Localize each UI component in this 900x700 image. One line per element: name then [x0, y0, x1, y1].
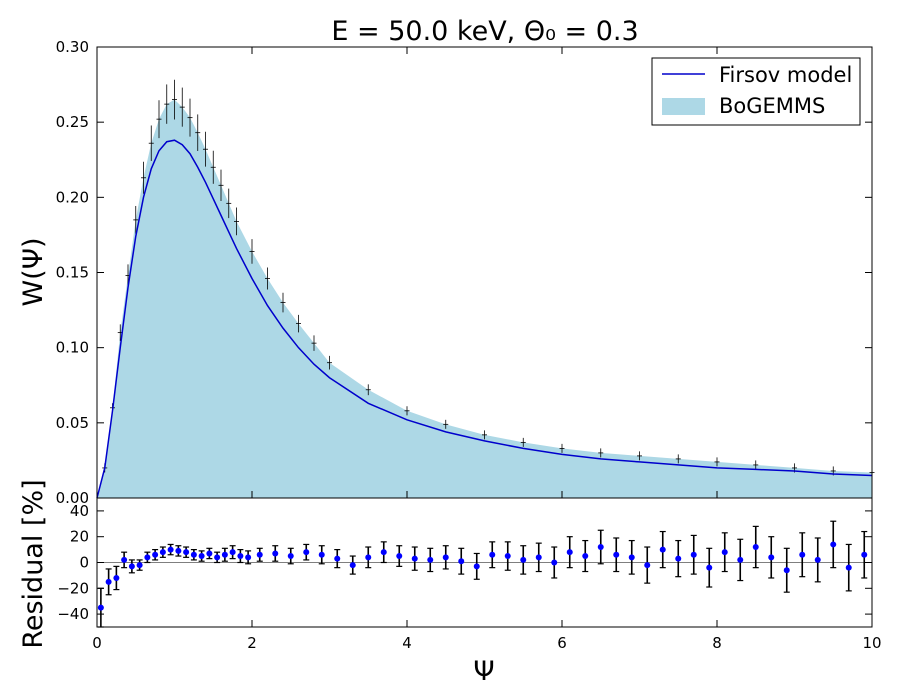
residual-point — [411, 555, 418, 562]
x-tick-label: 4 — [402, 634, 412, 652]
residual-point — [175, 547, 182, 554]
residual-point — [597, 544, 604, 551]
residual-point — [245, 554, 252, 561]
residual-point — [303, 549, 310, 556]
residual-point — [690, 551, 697, 558]
residual-point — [97, 604, 104, 611]
residual-point — [582, 553, 589, 560]
residual-errorbars — [97, 520, 868, 628]
main-y-tick-label: 0.10 — [56, 339, 89, 357]
residual-point — [659, 546, 666, 553]
legend-histogram-swatch — [662, 98, 705, 115]
residual-point — [814, 556, 821, 563]
x-tick-label: 2 — [247, 634, 257, 652]
residual-point — [272, 550, 279, 557]
residual-point — [535, 554, 542, 561]
residual-point — [221, 551, 228, 558]
main-y-tick-label: 0.25 — [56, 113, 89, 131]
residual-point — [152, 551, 159, 558]
main-y-axis-label: W(Ψ) — [18, 237, 49, 306]
residual-point — [427, 556, 434, 563]
main-y-tick-label: 0.15 — [56, 264, 89, 282]
legend: Firsov model BoGEMMS — [651, 57, 861, 126]
residual-point — [473, 563, 480, 570]
x-tick-label: 8 — [712, 634, 722, 652]
residual-point — [551, 559, 558, 566]
legend-histogram-label: BoGEMMS — [719, 94, 825, 118]
firsov-model-line — [96, 139, 873, 499]
residual-point — [128, 563, 135, 570]
residual-point — [675, 555, 682, 562]
residual-point — [214, 554, 221, 561]
residual-point — [167, 546, 174, 553]
residual-point — [396, 553, 403, 560]
residual-point — [566, 549, 573, 556]
residual-y-tick-label: −40 — [57, 605, 89, 623]
main-y-ticks: 0.00 0.05 0.10 0.15 0.20 0.25 0.30 — [56, 38, 872, 507]
residual-point — [365, 554, 372, 561]
residual-point — [644, 562, 651, 569]
residual-point — [628, 554, 635, 561]
residual-point — [334, 555, 341, 562]
residual-point — [458, 558, 465, 565]
main-y-tick-label: 0.20 — [56, 188, 89, 206]
residual-y-axis-label: Residual [%] — [18, 479, 49, 648]
residual-y-ticks: −40 −20 0 20 40 — [57, 502, 872, 623]
residual-point — [380, 549, 387, 556]
residual-point — [830, 541, 837, 548]
residual-y-tick-label: 0 — [79, 554, 89, 572]
x-tick-label: 6 — [557, 634, 567, 652]
residual-y-tick-label: 20 — [70, 528, 89, 546]
residual-point — [752, 544, 759, 551]
residual-point — [136, 562, 143, 569]
main-y-tick-label: 0.05 — [56, 414, 89, 432]
residual-point — [144, 554, 151, 561]
residual-point — [198, 553, 205, 560]
residual-point — [737, 556, 744, 563]
histogram-area — [97, 99, 872, 498]
residual-y-tick-label: 40 — [70, 502, 89, 520]
residual-point — [287, 553, 294, 560]
residual-point — [105, 578, 112, 585]
residual-point — [721, 549, 728, 556]
residual-plot-panel: −40 −20 0 20 40 0 2 4 6 8 10 Residual [%] Ψ — [18, 47, 882, 687]
main-plot-panel: 0.00 0.05 0.10 0.15 0.20 0.25 0.30 W(Ψ) — [18, 38, 875, 507]
x-tick-label: 10 — [862, 634, 881, 652]
residual-point — [159, 549, 166, 556]
residual-point — [799, 551, 806, 558]
residual-point — [206, 550, 213, 557]
residual-y-tick-label: −20 — [57, 579, 89, 597]
residual-x-ticks: 0 2 4 6 8 10 — [92, 47, 882, 652]
x-axis-label: Ψ — [473, 656, 494, 687]
residual-point — [768, 554, 775, 561]
residual-point — [229, 549, 236, 556]
bogemms-histogram — [97, 99, 872, 498]
main-y-tick-label: 0.00 — [56, 489, 89, 507]
residual-point — [706, 564, 713, 571]
legend-model-label: Firsov model — [719, 63, 852, 87]
residual-point — [504, 553, 511, 560]
residual-point — [183, 549, 190, 556]
residual-point — [613, 551, 620, 558]
residual-point — [121, 556, 128, 563]
chart-title: E = 50.0 keV, Θ₀ = 0.3 — [331, 16, 638, 47]
residual-point — [442, 554, 449, 561]
residual-point — [190, 551, 197, 558]
residual-points — [97, 541, 868, 611]
residual-point — [845, 564, 852, 571]
residual-point — [318, 551, 325, 558]
residual-point — [237, 553, 244, 560]
residual-point — [783, 567, 790, 574]
main-y-tick-label: 0.30 — [56, 38, 89, 56]
residual-point — [520, 556, 527, 563]
residual-point — [489, 551, 496, 558]
residual-point — [349, 562, 356, 569]
residual-point — [861, 551, 868, 558]
residual-point — [113, 574, 120, 581]
x-tick-label: 0 — [92, 634, 102, 652]
residual-point — [256, 551, 263, 558]
